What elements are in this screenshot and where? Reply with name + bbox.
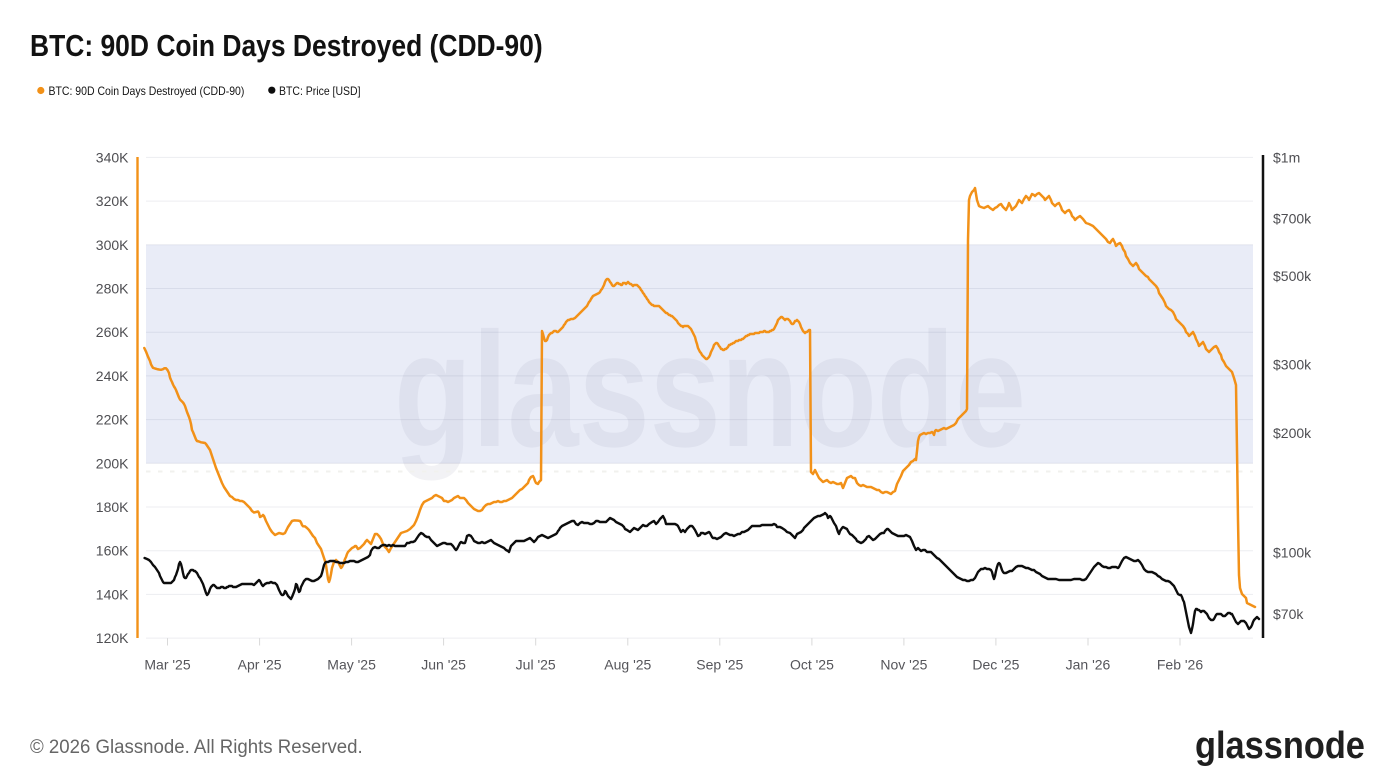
svg-text:Aug '25: Aug '25 — [604, 657, 651, 673]
svg-text:glassnode: glassnode — [1195, 723, 1365, 766]
svg-text:© 2026 Glassnode. All Rights R: © 2026 Glassnode. All Rights Reserved. — [30, 736, 363, 757]
svg-text:180K: 180K — [96, 499, 129, 515]
svg-text:240K: 240K — [96, 368, 129, 384]
svg-text:Feb '26: Feb '26 — [1157, 657, 1203, 673]
svg-text:$300k: $300k — [1273, 356, 1312, 372]
svg-text:glassnode: glassnode — [394, 299, 1026, 482]
svg-text:$500k: $500k — [1273, 268, 1312, 284]
svg-text:$100k: $100k — [1273, 545, 1312, 561]
svg-text:320K: 320K — [96, 193, 129, 209]
svg-text:160K: 160K — [96, 543, 129, 559]
svg-text:340K: 340K — [96, 149, 129, 165]
svg-text:Jan '26: Jan '26 — [1066, 657, 1111, 673]
svg-text:120K: 120K — [96, 630, 129, 646]
svg-text:200K: 200K — [96, 455, 129, 471]
svg-text:BTC: 90D Coin Days Destroyed (: BTC: 90D Coin Days Destroyed (CDD-90) — [49, 85, 245, 98]
svg-text:Jul '25: Jul '25 — [516, 657, 556, 673]
svg-text:Oct '25: Oct '25 — [790, 657, 834, 673]
svg-text:$1m: $1m — [1273, 149, 1300, 165]
svg-text:$200k: $200k — [1273, 425, 1312, 441]
svg-text:300K: 300K — [96, 237, 129, 253]
svg-text:Jun '25: Jun '25 — [421, 657, 466, 673]
svg-text:$700k: $700k — [1273, 211, 1312, 227]
svg-text:Apr '25: Apr '25 — [238, 657, 282, 673]
svg-text:Nov '25: Nov '25 — [880, 657, 927, 673]
svg-text:280K: 280K — [96, 281, 129, 297]
svg-text:Sep '25: Sep '25 — [696, 657, 743, 673]
svg-text:220K: 220K — [96, 412, 129, 428]
svg-text:May '25: May '25 — [327, 657, 376, 673]
svg-text:Dec '25: Dec '25 — [972, 657, 1019, 673]
svg-text:140K: 140K — [96, 586, 129, 602]
svg-text:$70k: $70k — [1273, 606, 1304, 622]
svg-text:260K: 260K — [96, 324, 129, 340]
svg-text:BTC: Price [USD]: BTC: Price [USD] — [279, 85, 361, 98]
svg-text:BTC: 90D Coin Days Destroyed (: BTC: 90D Coin Days Destroyed (CDD-90) — [30, 29, 543, 63]
svg-text:Mar '25: Mar '25 — [144, 657, 190, 673]
